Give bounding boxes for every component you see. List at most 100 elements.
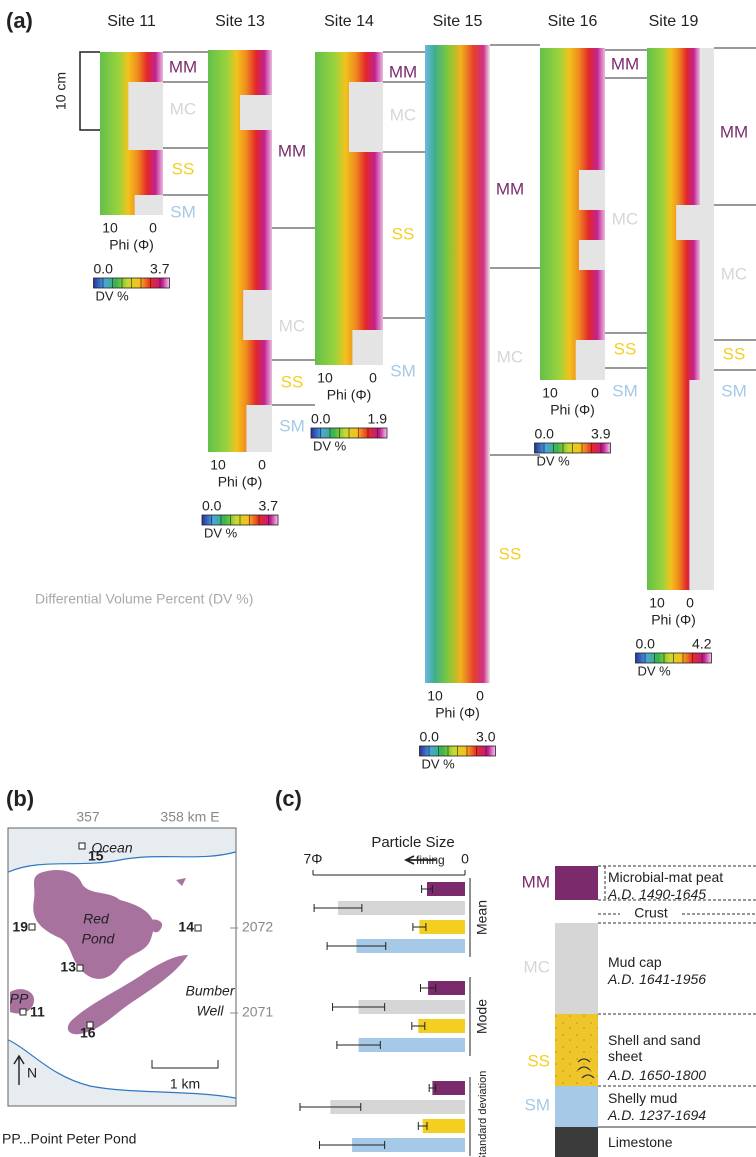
northing-label: 2072: [242, 919, 273, 935]
grain-size-heatmap: [425, 45, 490, 683]
phi-tick: 10: [102, 220, 118, 236]
phi-label: Phi (Φ): [327, 387, 372, 403]
colorbar-max: 4.2: [692, 636, 712, 652]
unit-label: MM: [720, 122, 748, 141]
phi-tick: 0: [591, 385, 599, 401]
no-data: [240, 95, 272, 130]
no-data: [579, 170, 605, 210]
site-name: Site 15: [433, 13, 483, 30]
unit-label: SS: [392, 224, 415, 243]
no-data: [579, 240, 605, 270]
place-label: Well: [197, 1003, 225, 1019]
limestone-block: [555, 1127, 598, 1157]
no-data: [135, 195, 163, 215]
bar: [432, 1081, 465, 1095]
unit-label: SS: [281, 372, 304, 391]
phi-tick: 10: [210, 457, 226, 473]
phi-tick: 10: [542, 385, 558, 401]
site-label: 15: [88, 848, 104, 864]
panel-label: (c): [275, 786, 302, 811]
phi-tick: 0: [369, 370, 377, 386]
site-label: 16: [80, 1025, 96, 1041]
scale-label: 10 cm: [53, 72, 69, 110]
colorbar-unit: DV %: [422, 756, 456, 771]
unit-label: SM: [390, 361, 416, 380]
site-marker: [195, 925, 201, 931]
site-marker: [29, 924, 35, 930]
unit-label: SS: [527, 1051, 550, 1070]
site-name: Site 14: [324, 13, 374, 30]
x-tick-label: 7Φ: [304, 851, 323, 867]
category-label: Mode: [474, 999, 490, 1034]
phi-tick: 0: [476, 688, 484, 704]
unit-label: MC: [390, 105, 416, 124]
place-label: Pond: [82, 931, 116, 947]
phi-label: Phi (Φ): [651, 612, 696, 628]
site-marker: [20, 1009, 26, 1015]
page: { "panel_a": { "label": "(a)", "scale": …: [0, 0, 756, 1157]
grain-size-heatmap: [540, 48, 605, 380]
place-label: Bumber: [185, 983, 235, 999]
unit-label: SM: [279, 416, 305, 435]
unit-label: MM: [611, 54, 639, 73]
site-name: Site 11: [107, 13, 156, 30]
unit-label: MC: [524, 957, 550, 976]
unit-date: A.D. 1490-1645: [608, 886, 706, 902]
colorbar-min: 0.0: [535, 426, 555, 442]
phi-label: Phi (Φ): [435, 705, 480, 721]
unit-label: MM: [278, 141, 306, 160]
unit-label: MC: [497, 347, 523, 366]
panel-label: (b): [6, 786, 34, 811]
site-marker: [79, 843, 85, 849]
colorbar-unit: DV %: [638, 663, 672, 678]
unit-label: SS: [723, 344, 746, 363]
map-scale-label: 1 km: [170, 1076, 200, 1092]
no-data: [689, 380, 700, 590]
colorbar-max: 3.7: [259, 498, 279, 514]
colorbar-unit: DV %: [96, 288, 130, 303]
unit-label: SS: [499, 544, 522, 563]
unit-label: SM: [170, 202, 196, 221]
phi-label: Phi (Φ): [550, 402, 595, 418]
unit-label: SS: [614, 339, 637, 358]
unit-label: SS: [172, 159, 195, 178]
unit-date: A.D. 1641-1956: [608, 971, 706, 987]
phi-tick: 10: [317, 370, 333, 386]
site-label: 14: [178, 919, 194, 935]
category-label: Standard deviation: [477, 1071, 489, 1157]
unit-label: MC: [279, 316, 305, 335]
scale-bracket: [80, 52, 100, 130]
north-label: N: [27, 1065, 37, 1081]
place-label: Red: [83, 911, 110, 927]
unit-date-text: A.D. 1650-1800: [608, 1067, 706, 1083]
map-caption: PP...Point Peter Pond: [2, 1131, 136, 1147]
unit-block: [555, 923, 598, 1014]
unit-title: Mud cap: [608, 954, 662, 970]
phi-tick: 10: [649, 595, 665, 611]
chart-title: Particle Size: [371, 834, 454, 851]
site-label: 19: [12, 919, 28, 935]
easting-label: 358 km E: [160, 809, 219, 825]
unit-label: SM: [612, 381, 638, 400]
unit-label: MM: [389, 62, 417, 81]
unit-title: Microbial-mat peat: [608, 869, 756, 885]
unit-date-text: A.D. 1641-1956: [608, 971, 706, 987]
unit-block: [555, 1014, 598, 1086]
unit-label: SM: [721, 381, 747, 400]
colorbar-max: 1.9: [368, 411, 388, 427]
colorbar-min: 0.0: [636, 636, 656, 652]
colorbar-min: 0.0: [94, 261, 114, 277]
easting-label: 357: [76, 809, 100, 825]
site-label: 11: [30, 1004, 45, 1020]
annotation: fining: [416, 853, 445, 867]
unit-title: Shelly mud: [608, 1090, 677, 1106]
unit-date-text: A.D. 1490-1645: [608, 886, 706, 902]
unit-label: SM: [525, 1095, 551, 1114]
unit-block: [555, 866, 598, 900]
phi-tick: 0: [149, 220, 157, 236]
colorbar-unit: DV %: [204, 525, 238, 540]
site-name: Site 16: [548, 13, 598, 30]
unit-date: A.D. 1650-1800: [608, 1067, 706, 1083]
unit-block: [555, 1086, 598, 1127]
unit-label: MC: [170, 99, 196, 118]
